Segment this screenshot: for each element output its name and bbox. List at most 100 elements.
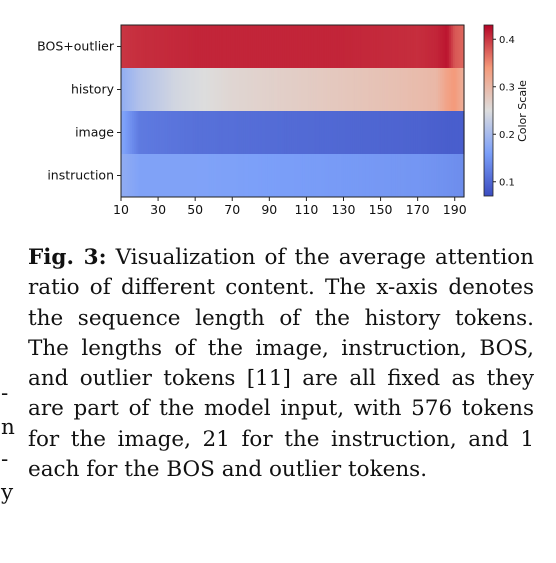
heatmap-cell (137, 154, 141, 198)
heatmap-cell (258, 111, 261, 155)
heatmap-cell (380, 68, 384, 112)
heatmap-cell (376, 154, 380, 198)
edge-fragment: y (1, 480, 14, 505)
heatmap-cell (219, 68, 222, 112)
heatmap-cell (211, 111, 215, 155)
heatmap-cell (452, 154, 456, 198)
heatmap-cell (165, 154, 168, 198)
heatmap-cell (304, 25, 308, 69)
heatmap-cell (221, 68, 224, 112)
heatmap-cell (317, 111, 320, 155)
heatmap-cell (248, 25, 252, 69)
heatmap-cell (245, 154, 248, 198)
heatmap-cell (265, 68, 269, 112)
heatmap-cell (221, 154, 224, 198)
colorbar-tick-label: 0.3 (499, 82, 515, 93)
heatmap-cell (308, 25, 311, 69)
heatmap-cell (367, 111, 371, 155)
heatmap-cell (226, 68, 230, 112)
heatmap-cell (145, 25, 148, 69)
heatmap-cell (456, 154, 460, 198)
heatmap-cell (263, 111, 267, 155)
heatmap-cell (135, 154, 139, 198)
heatmap-cell (389, 25, 393, 69)
heatmap-cell (293, 68, 296, 112)
heatmap-cell (352, 111, 356, 155)
heatmap-cell (365, 25, 369, 69)
heatmap-cell (421, 111, 424, 155)
heatmap-cell (291, 111, 295, 155)
heatmap-row-history (121, 68, 465, 112)
heatmap-cell (384, 154, 387, 198)
heatmap-cell (219, 25, 222, 69)
heatmap-cell (454, 111, 458, 155)
heatmap-cell (304, 154, 308, 198)
heatmap-cell (200, 25, 204, 69)
heatmap-cell (302, 68, 306, 112)
heatmap-cell (211, 154, 215, 198)
heatmap-cell (323, 68, 326, 112)
heatmap-cell (215, 68, 219, 112)
heatmap-cell (410, 68, 413, 112)
heatmap-cell (230, 25, 233, 69)
heatmap-cell (237, 25, 241, 69)
heatmap-cell (382, 68, 385, 112)
heatmap-cell (152, 111, 155, 155)
heatmap-rows (121, 25, 465, 198)
heatmap-cell (274, 25, 278, 69)
heatmap-cell (159, 25, 163, 69)
heatmap-cell (389, 111, 393, 155)
heatmap-cell (145, 111, 148, 155)
heatmap-cell (235, 154, 239, 198)
heatmap-cell (360, 154, 363, 198)
heatmap-cell (180, 68, 183, 112)
heatmap-cell (126, 111, 130, 155)
heatmap-cell (339, 68, 343, 112)
heatmap-cell (375, 154, 378, 198)
heatmap-cell (363, 154, 367, 198)
heatmap-cell (206, 68, 209, 112)
heatmap-cell (298, 25, 302, 69)
heatmap-cell (445, 154, 448, 198)
heatmap-cell (315, 25, 319, 69)
heatmap-cell (260, 68, 263, 112)
heatmap-cell (425, 68, 428, 112)
heatmap-cell (360, 111, 363, 155)
heatmap-cell (193, 111, 196, 155)
heatmap-cell (387, 154, 391, 198)
heatmap-cell (230, 154, 233, 198)
heatmap-cell (222, 68, 226, 112)
heatmap-cell (256, 111, 259, 155)
heatmap-cell (347, 68, 350, 112)
heatmap-cell (367, 25, 371, 69)
x-tick-label: 30 (150, 202, 166, 217)
heatmap-cell (291, 68, 295, 112)
heatmap-cell (337, 154, 341, 198)
heatmap-cell (269, 68, 272, 112)
heatmap-cell (334, 68, 337, 112)
heatmap-cell (124, 154, 128, 198)
heatmap-cell (330, 68, 333, 112)
heatmap-cell (300, 111, 304, 155)
heatmap-cell (274, 111, 278, 155)
caption-text: Visualization of the average attention r… (28, 245, 534, 483)
heatmap-cell (313, 68, 317, 112)
heatmap-cell (178, 25, 181, 69)
heatmap-cell (178, 154, 181, 198)
heatmap-cell (426, 111, 430, 155)
heatmap-cell (373, 111, 376, 155)
heatmap-cell (234, 25, 237, 69)
heatmap-cell (158, 154, 161, 198)
heatmap-cell (241, 111, 244, 155)
heatmap-cell (376, 25, 380, 69)
heatmap-cell (243, 25, 246, 69)
heatmap-cell (452, 25, 456, 69)
x-tick-label: 190 (443, 202, 467, 217)
heatmap-cell (408, 25, 411, 69)
heatmap-cell (436, 25, 439, 69)
heatmap-cell (306, 68, 309, 112)
heatmap-cell (193, 25, 196, 69)
heatmap-cell (228, 111, 231, 155)
heatmap-cell (145, 154, 148, 198)
heatmap-cell (174, 111, 178, 155)
